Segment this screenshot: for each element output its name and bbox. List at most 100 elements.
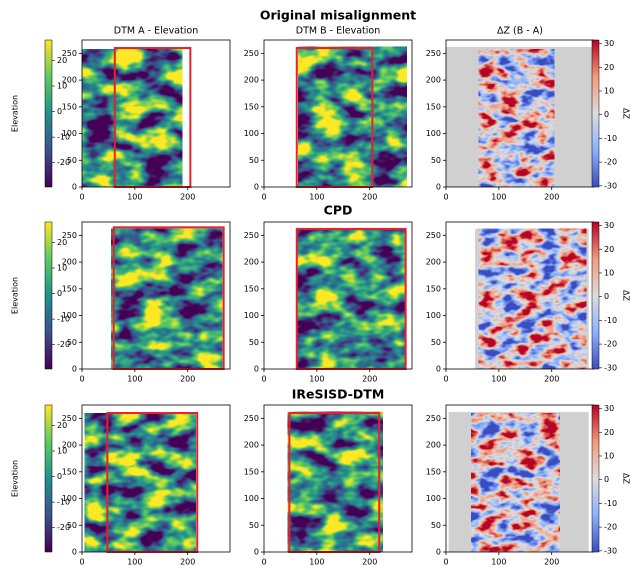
colorbar-tick-label: -30 [604, 363, 617, 372]
elevation-raster [296, 228, 406, 369]
colorbar-tick-label: 0 [57, 289, 62, 298]
axes-frame [81, 39, 231, 188]
y-tick-label: 250 [426, 231, 441, 240]
x-tick-label: 0 [261, 193, 266, 202]
y-tick-label: 200 [62, 258, 77, 267]
elevation-raster [298, 46, 407, 187]
colorbar-tick-label: 20 [604, 428, 614, 437]
x-tick-label: 100 [127, 193, 142, 202]
y-tick-label: 50 [431, 156, 441, 165]
colorbar-label: ΔZ [622, 108, 631, 119]
difference-raster [478, 228, 587, 369]
colorbar-tick-label: 30 [604, 39, 614, 48]
difference-raster [478, 49, 555, 187]
colorbar-label: Elevation [11, 95, 20, 132]
y-tick-label: 100 [62, 129, 77, 138]
colorbar-tick-label: 20 [604, 245, 614, 254]
y-tick-label: 200 [244, 76, 259, 85]
y-tick-label: 200 [426, 441, 441, 450]
y-tick-label: 150 [426, 102, 441, 111]
y-tick-label: 150 [62, 467, 77, 476]
colorbar-label: ΔZ [622, 473, 631, 484]
y-tick-label: 0 [254, 183, 259, 192]
y-tick-label: 150 [244, 284, 259, 293]
difference-raster [471, 413, 560, 552]
axes-frame [263, 404, 413, 553]
y-tick-label: 50 [67, 156, 77, 165]
x-tick-label: 200 [544, 193, 559, 202]
colorbar-tick-label: 10 [57, 82, 67, 91]
colorbar-tick-label: 20 [57, 421, 67, 430]
y-tick-label: 50 [67, 338, 77, 347]
x-tick-label: 100 [309, 375, 324, 384]
colorbar-tick-label: -10 [604, 134, 617, 143]
colorbar-tick-label: 10 [604, 268, 614, 277]
x-tick-label: 0 [261, 558, 266, 565]
column-title: ΔZ (B - A) [497, 26, 543, 37]
colorbar-label: ΔZ [622, 290, 631, 301]
x-tick-label: 200 [180, 193, 195, 202]
y-tick-label: 0 [72, 548, 77, 557]
y-tick-label: 50 [249, 338, 259, 347]
y-tick-label: 250 [244, 414, 259, 423]
axes-frame [81, 221, 231, 370]
y-tick-label: 150 [244, 467, 259, 476]
x-tick-label: 100 [309, 558, 324, 565]
y-tick-label: 250 [426, 49, 441, 58]
y-tick-label: 0 [254, 548, 259, 557]
x-tick-label: 0 [261, 375, 266, 384]
y-tick-label: 50 [249, 156, 259, 165]
y-tick-label: 250 [244, 49, 259, 58]
colorbar-tick-label: -10 [57, 498, 70, 507]
colorbar [591, 221, 600, 370]
elevation-raster [111, 228, 223, 369]
y-tick-label: 200 [426, 258, 441, 267]
x-tick-label: 200 [362, 193, 377, 202]
x-tick-label: 0 [443, 375, 448, 384]
axes-frame [81, 404, 231, 553]
colorbar-tick-label: 20 [604, 63, 614, 72]
colorbar-tick-label: 10 [57, 447, 67, 456]
colorbar-tick-label: 0 [604, 110, 609, 119]
y-tick-label: 250 [244, 231, 259, 240]
y-tick-label: 150 [426, 467, 441, 476]
colorbar-tick-label: 10 [57, 264, 67, 273]
y-tick-label: 200 [244, 258, 259, 267]
x-tick-label: 0 [79, 375, 84, 384]
x-tick-label: 0 [443, 558, 448, 565]
x-tick-label: 200 [544, 558, 559, 565]
y-tick-label: 150 [62, 102, 77, 111]
y-tick-label: 0 [254, 365, 259, 374]
colorbar-tick-label: 0 [604, 475, 609, 484]
y-tick-label: 100 [62, 311, 77, 320]
colorbar-tick-label: -20 [604, 158, 617, 167]
y-tick-label: 50 [67, 521, 77, 530]
column-title: DTM B - Elevation [296, 26, 380, 37]
y-tick-label: 50 [249, 521, 259, 530]
colorbar-tick-label: -10 [57, 315, 70, 324]
colorbar-tick-label: 0 [604, 292, 609, 301]
colorbar-tick-label: -30 [604, 181, 617, 190]
y-tick-label: 250 [426, 414, 441, 423]
y-tick-label: 250 [62, 49, 77, 58]
colorbar-tick-label: -20 [604, 340, 617, 349]
y-tick-label: 100 [62, 494, 77, 503]
colorbar [591, 404, 600, 553]
colorbar [44, 404, 53, 553]
colorbar-tick-label: -10 [604, 316, 617, 325]
elevation-raster [287, 411, 383, 552]
colorbar-tick-label: -20 [57, 523, 70, 532]
colorbar-tick-label: -20 [604, 523, 617, 532]
y-tick-label: 100 [244, 129, 259, 138]
y-tick-label: 200 [62, 76, 77, 85]
axes-frame [263, 39, 413, 188]
y-tick-label: 100 [426, 494, 441, 503]
colorbar-tick-label: -20 [57, 340, 70, 349]
colorbar [591, 39, 600, 188]
y-tick-label: 50 [431, 521, 441, 530]
colorbar-tick-label: 20 [57, 238, 67, 247]
x-tick-label: 100 [491, 193, 506, 202]
y-tick-label: 100 [244, 494, 259, 503]
colorbar-label: Elevation [11, 460, 20, 497]
colorbar-tick-label: -10 [57, 133, 70, 142]
